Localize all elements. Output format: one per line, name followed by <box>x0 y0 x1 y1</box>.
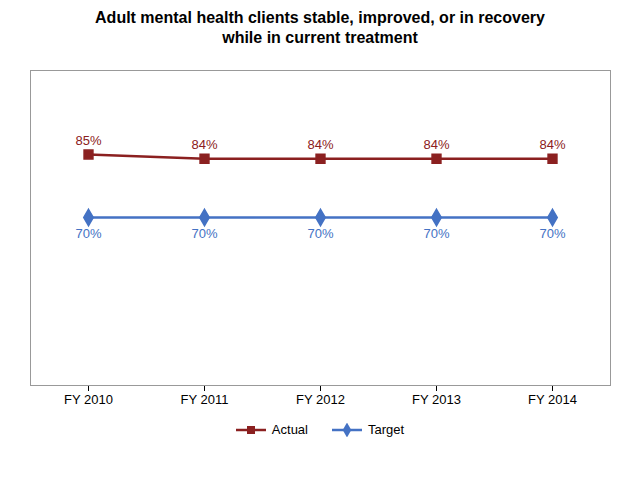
svg-text:FY 2014: FY 2014 <box>528 392 577 407</box>
svg-text:84%: 84% <box>539 137 565 152</box>
svg-text:84%: 84% <box>423 137 449 152</box>
svg-text:70%: 70% <box>75 226 101 241</box>
svg-text:85%: 85% <box>75 133 101 148</box>
svg-text:70%: 70% <box>423 226 449 241</box>
html-text:Actual: Actual <box>271 422 308 437</box>
svg-text:FY 2011: FY 2011 <box>181 392 229 407</box>
svg-text:FY 2010: FY 2010 <box>64 392 113 407</box>
svg-text:84%: 84% <box>307 137 333 152</box>
html-text:Adult mental health clients st: Adult mental health clients stable, impr… <box>95 9 545 46</box>
html-text:Target: Target <box>368 422 405 437</box>
svg-text:84%: 84% <box>191 137 217 152</box>
svg-text:70%: 70% <box>539 226 565 241</box>
svg-text:70%: 70% <box>191 226 217 241</box>
svg-text:70%: 70% <box>307 226 333 241</box>
svg-text:FY 2013: FY 2013 <box>412 392 461 407</box>
svg-text:FY 2012: FY 2012 <box>296 392 345 407</box>
